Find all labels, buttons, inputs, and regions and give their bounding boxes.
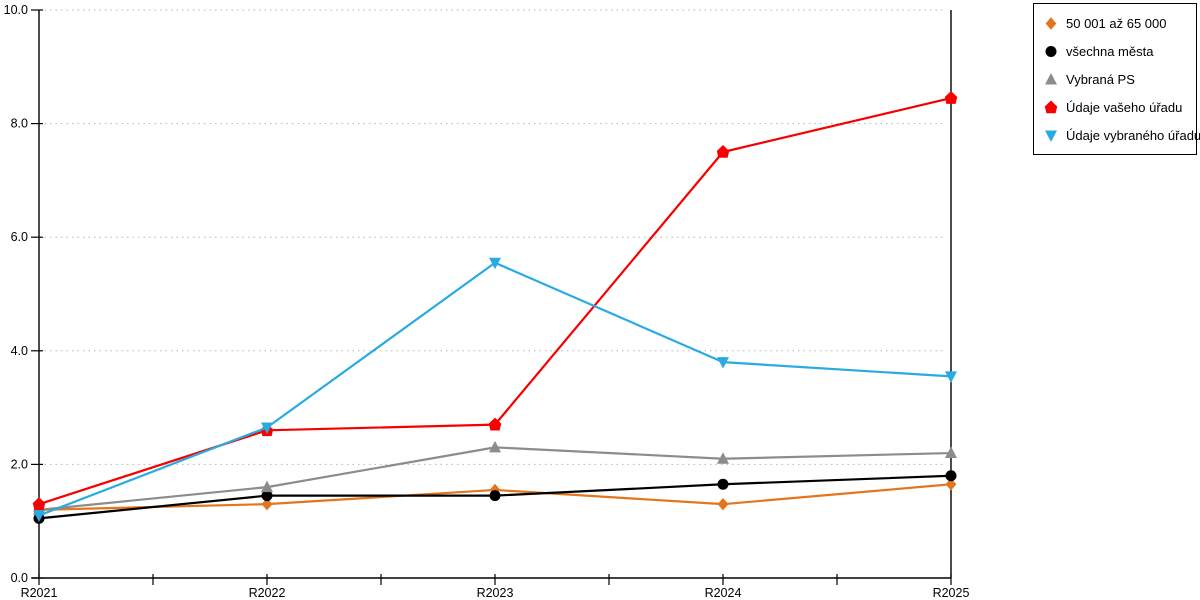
- legend-label: Údaje vašeho úřadu: [1066, 100, 1183, 115]
- legend-marker-icon: [1045, 46, 1057, 57]
- triangle-down-marker: [1045, 130, 1057, 142]
- triangle-up-marker: [261, 480, 273, 493]
- circle-marker: [489, 490, 501, 502]
- pentagon-marker: [1044, 100, 1058, 114]
- triangle-down-marker: [33, 510, 45, 523]
- triangle-up-marker: [717, 452, 729, 464]
- pentagon-marker: [488, 417, 502, 431]
- pentagon-marker: [32, 497, 46, 510]
- x-tick-label: R2023: [477, 586, 514, 600]
- y-tick-label: 4.0: [11, 344, 28, 358]
- triangle-down-marker: [717, 357, 729, 369]
- circle-marker: [945, 470, 957, 482]
- legend-marker-icon: [1045, 17, 1057, 30]
- triangle-down-marker: [945, 371, 957, 383]
- diamond-marker: [717, 497, 729, 511]
- legend-item: Vybraná PS: [1043, 71, 1187, 87]
- x-tick-label: R2021: [21, 586, 58, 600]
- y-tick-label: 10.0: [4, 3, 28, 17]
- y-tick-label: 6.0: [11, 230, 28, 244]
- series-line-4: [38, 261, 952, 517]
- diamond-marker: [489, 483, 501, 497]
- pentagon-marker: [716, 145, 730, 158]
- diamond-marker: [261, 497, 273, 511]
- x-tick-label: R2025: [933, 586, 970, 600]
- triangle-up-marker: [945, 446, 957, 459]
- legend-label: 50 001 až 65 000: [1066, 16, 1167, 31]
- legend-marker-icon: [1044, 100, 1058, 114]
- circle-marker: [261, 490, 273, 502]
- legend-item: všechna města: [1043, 43, 1187, 59]
- legend-item: 50 001 až 65 000: [1043, 15, 1187, 31]
- y-tick-label: 2.0: [11, 457, 28, 471]
- triangle-down-marker: [261, 422, 273, 434]
- triangle-down-marker: [489, 257, 501, 270]
- legend-label: Vybraná PS: [1066, 72, 1135, 87]
- legend-label: všechna města: [1066, 44, 1154, 59]
- y-tick-label: 0.0: [11, 571, 28, 585]
- x-tick-label: R2024: [705, 586, 742, 600]
- circle-marker: [1045, 46, 1057, 57]
- triangle-up-marker: [1045, 73, 1057, 85]
- circle-marker: [717, 478, 729, 490]
- pentagon-marker: [944, 91, 958, 104]
- legend: 50 001 až 65 000 všechna města Vybraná PS Ú…: [1033, 3, 1200, 155]
- diamond-marker: [1045, 17, 1057, 30]
- legend-marker-icon: [1045, 130, 1057, 142]
- diamond-marker: [945, 478, 957, 491]
- legend-label: Údaje vybraného úřadu: [1066, 128, 1200, 143]
- x-tick-label: R2022: [249, 586, 286, 600]
- legend-marker-icon: [1045, 73, 1057, 85]
- triangle-up-marker: [489, 440, 501, 453]
- y-tick-label: 8.0: [11, 117, 28, 131]
- legend-item: Údaje vašeho úřadu: [1043, 99, 1187, 115]
- legend-item: Údaje vybraného úřadu: [1043, 127, 1200, 143]
